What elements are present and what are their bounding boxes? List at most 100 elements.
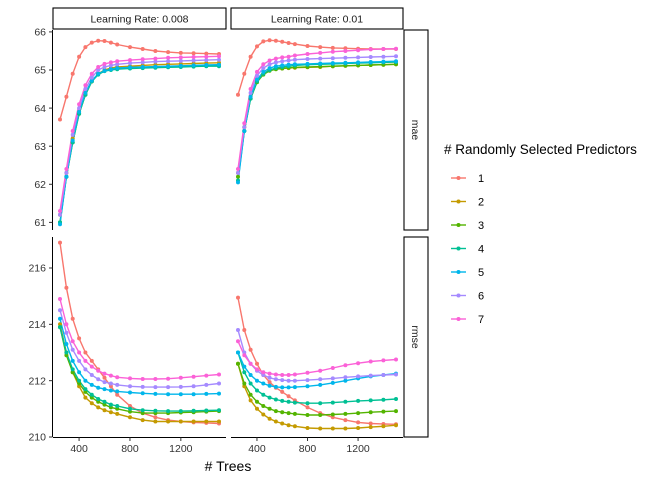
data-point-6-rmse xyxy=(58,308,62,313)
data-point-7-rmse xyxy=(166,376,171,381)
data-point-5-mae xyxy=(318,61,323,66)
data-point-6-mae xyxy=(255,73,259,78)
data-point-7-mae xyxy=(128,58,132,63)
facet-col-label-1: Learning Rate: 0.008 xyxy=(90,14,188,26)
y-tick-label-rmse: 216 xyxy=(28,263,46,275)
data-point-5-mae xyxy=(267,66,272,71)
data-point-5-rmse xyxy=(267,383,272,388)
data-point-4-rmse xyxy=(381,397,386,402)
data-point-6-rmse xyxy=(178,384,183,389)
series-line-1-mae-lr0.01 xyxy=(237,39,396,96)
data-point-1-mae xyxy=(318,45,323,50)
legend-label: 2 xyxy=(478,197,484,209)
legend-item-2: 2 xyxy=(451,197,484,209)
series-line-2-rmse-lr0.008 xyxy=(59,324,219,423)
data-point-6-mae xyxy=(166,59,171,64)
data-point-6-rmse xyxy=(96,377,101,382)
data-point-6-rmse xyxy=(261,373,266,377)
data-point-4-rmse xyxy=(77,378,82,383)
data-point-7-mae xyxy=(96,65,101,69)
data-point-1-mae xyxy=(58,117,62,122)
data-point-3-rmse xyxy=(255,399,259,404)
data-point-6-mae xyxy=(83,87,88,91)
data-point-6-rmse xyxy=(318,377,323,382)
data-point-5-mae xyxy=(115,66,120,71)
facet-strip-row-1: mae xyxy=(403,29,429,231)
data-point-2-rmse xyxy=(330,426,335,431)
x-tick-label: 800 xyxy=(299,443,317,455)
data-point-7-rmse xyxy=(318,368,323,373)
data-point-3-rmse xyxy=(64,353,69,358)
data-point-7-rmse xyxy=(248,361,253,366)
data-point-7-mae xyxy=(248,87,253,91)
data-point-4-rmse xyxy=(108,402,113,407)
data-point-6-mae xyxy=(286,58,291,63)
data-point-2-rmse xyxy=(248,398,253,403)
y-tick-label-mae: 64 xyxy=(34,103,46,115)
data-point-7-mae xyxy=(108,60,113,65)
legend-title: # Randomly Selected Predictors xyxy=(444,142,637,157)
data-point-3-rmse xyxy=(267,406,272,411)
data-point-1-rmse xyxy=(305,405,310,410)
data-point-5-mae xyxy=(343,60,348,65)
data-point-5-mae xyxy=(248,94,253,99)
data-point-6-mae xyxy=(330,56,335,61)
data-point-7-mae xyxy=(236,167,240,171)
data-point-5-mae xyxy=(381,59,386,64)
data-point-3-rmse xyxy=(368,410,373,415)
legend-label: 5 xyxy=(478,267,484,279)
facet-row-label-1: mae xyxy=(409,120,421,141)
data-point-2-rmse xyxy=(267,416,272,421)
data-point-5-mae xyxy=(191,63,196,68)
legend-item-3: 3 xyxy=(451,220,484,232)
data-point-5-mae xyxy=(108,67,113,72)
data-point-5-mae xyxy=(204,63,209,67)
data-point-7-rmse xyxy=(89,364,94,369)
series-line-7-rmse-lr0.01 xyxy=(237,340,397,376)
legend-key-point xyxy=(456,293,461,298)
data-point-7-rmse xyxy=(140,377,145,381)
data-point-4-rmse xyxy=(191,408,196,413)
data-point-7-rmse xyxy=(280,373,285,377)
data-point-7-rmse xyxy=(83,358,88,363)
data-point-1-mae xyxy=(305,44,310,48)
series-points xyxy=(58,38,398,431)
series-line-4-rmse-lr0.008 xyxy=(59,326,220,412)
data-point-5-rmse xyxy=(115,389,120,394)
data-point-7-rmse xyxy=(261,370,266,375)
series-line-5-rmse-lr0.008 xyxy=(59,318,220,395)
data-point-1-rmse xyxy=(280,389,285,394)
data-point-2-rmse xyxy=(286,423,291,428)
data-point-5-rmse xyxy=(178,392,183,397)
data-point-3-rmse xyxy=(356,411,361,416)
data-point-1-mae xyxy=(96,38,101,43)
legend-item-6: 6 xyxy=(451,291,484,303)
data-point-7-mae xyxy=(242,121,247,126)
data-point-7-rmse xyxy=(58,297,62,301)
data-point-1-rmse xyxy=(255,361,259,366)
data-point-6-mae xyxy=(102,65,107,69)
data-point-6-rmse xyxy=(217,381,221,386)
data-point-7-mae xyxy=(89,71,94,76)
data-point-7-mae xyxy=(58,209,62,213)
data-point-7-rmse xyxy=(191,374,196,379)
y-tick-label-mae: 66 xyxy=(34,27,46,39)
data-point-7-mae xyxy=(255,69,259,74)
legend-label: 4 xyxy=(478,244,484,256)
data-point-4-rmse xyxy=(368,398,373,403)
facet-strip-row-2: rmse xyxy=(403,236,429,438)
data-point-1-mae xyxy=(128,45,132,50)
data-point-4-rmse xyxy=(356,398,361,403)
data-point-7-mae xyxy=(330,49,335,54)
data-point-2-rmse xyxy=(102,408,107,413)
data-point-3-rmse xyxy=(70,370,75,375)
data-point-3-rmse xyxy=(318,413,323,417)
series-line-5-mae-lr0.01 xyxy=(237,60,397,183)
data-point-7-mae xyxy=(166,55,171,60)
data-point-5-mae xyxy=(83,90,88,95)
data-point-1-rmse xyxy=(242,328,247,332)
data-point-5-mae xyxy=(64,174,69,179)
data-point-2-rmse xyxy=(89,401,94,406)
y-tick-label-mae: 63 xyxy=(34,141,46,153)
data-point-5-rmse xyxy=(140,391,145,396)
